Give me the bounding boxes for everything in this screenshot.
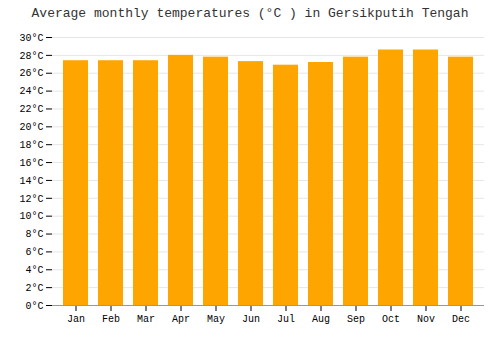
svg-text:Feb: Feb	[102, 314, 120, 325]
svg-text:14°C: 14°C	[19, 176, 43, 187]
svg-text:Mar: Mar	[137, 314, 155, 325]
svg-text:Jun: Jun	[242, 314, 260, 325]
svg-text:Nov: Nov	[417, 314, 435, 325]
svg-text:Oct: Oct	[382, 314, 400, 325]
svg-text:28°C: 28°C	[19, 51, 43, 62]
svg-text:Aug: Aug	[312, 314, 330, 325]
svg-text:Dec: Dec	[452, 314, 470, 325]
svg-text:22°C: 22°C	[19, 104, 43, 115]
svg-text:16°C: 16°C	[19, 158, 43, 169]
svg-text:10°C: 10°C	[19, 211, 43, 222]
svg-text:6°C: 6°C	[25, 247, 43, 258]
svg-text:2°C: 2°C	[25, 283, 43, 294]
svg-text:30°C: 30°C	[19, 33, 43, 44]
svg-text:20°C: 20°C	[19, 122, 43, 133]
svg-text:26°C: 26°C	[19, 68, 43, 79]
svg-text:12°C: 12°C	[19, 194, 43, 205]
svg-text:May: May	[207, 314, 225, 325]
html-text:Average monthly temperatures (: Average monthly temperatures (°C ) in Ge…	[31, 6, 469, 21]
svg-text:Apr: Apr	[172, 314, 190, 325]
svg-text:24°C: 24°C	[19, 86, 43, 97]
svg-text:8°C: 8°C	[25, 229, 43, 240]
svg-text:Sep: Sep	[347, 314, 365, 325]
svg-text:Jan: Jan	[67, 314, 85, 325]
svg-text:4°C: 4°C	[25, 265, 43, 276]
svg-text:Jul: Jul	[277, 314, 295, 325]
svg-text:18°C: 18°C	[19, 140, 43, 151]
svg-text:0°C: 0°C	[25, 301, 43, 312]
